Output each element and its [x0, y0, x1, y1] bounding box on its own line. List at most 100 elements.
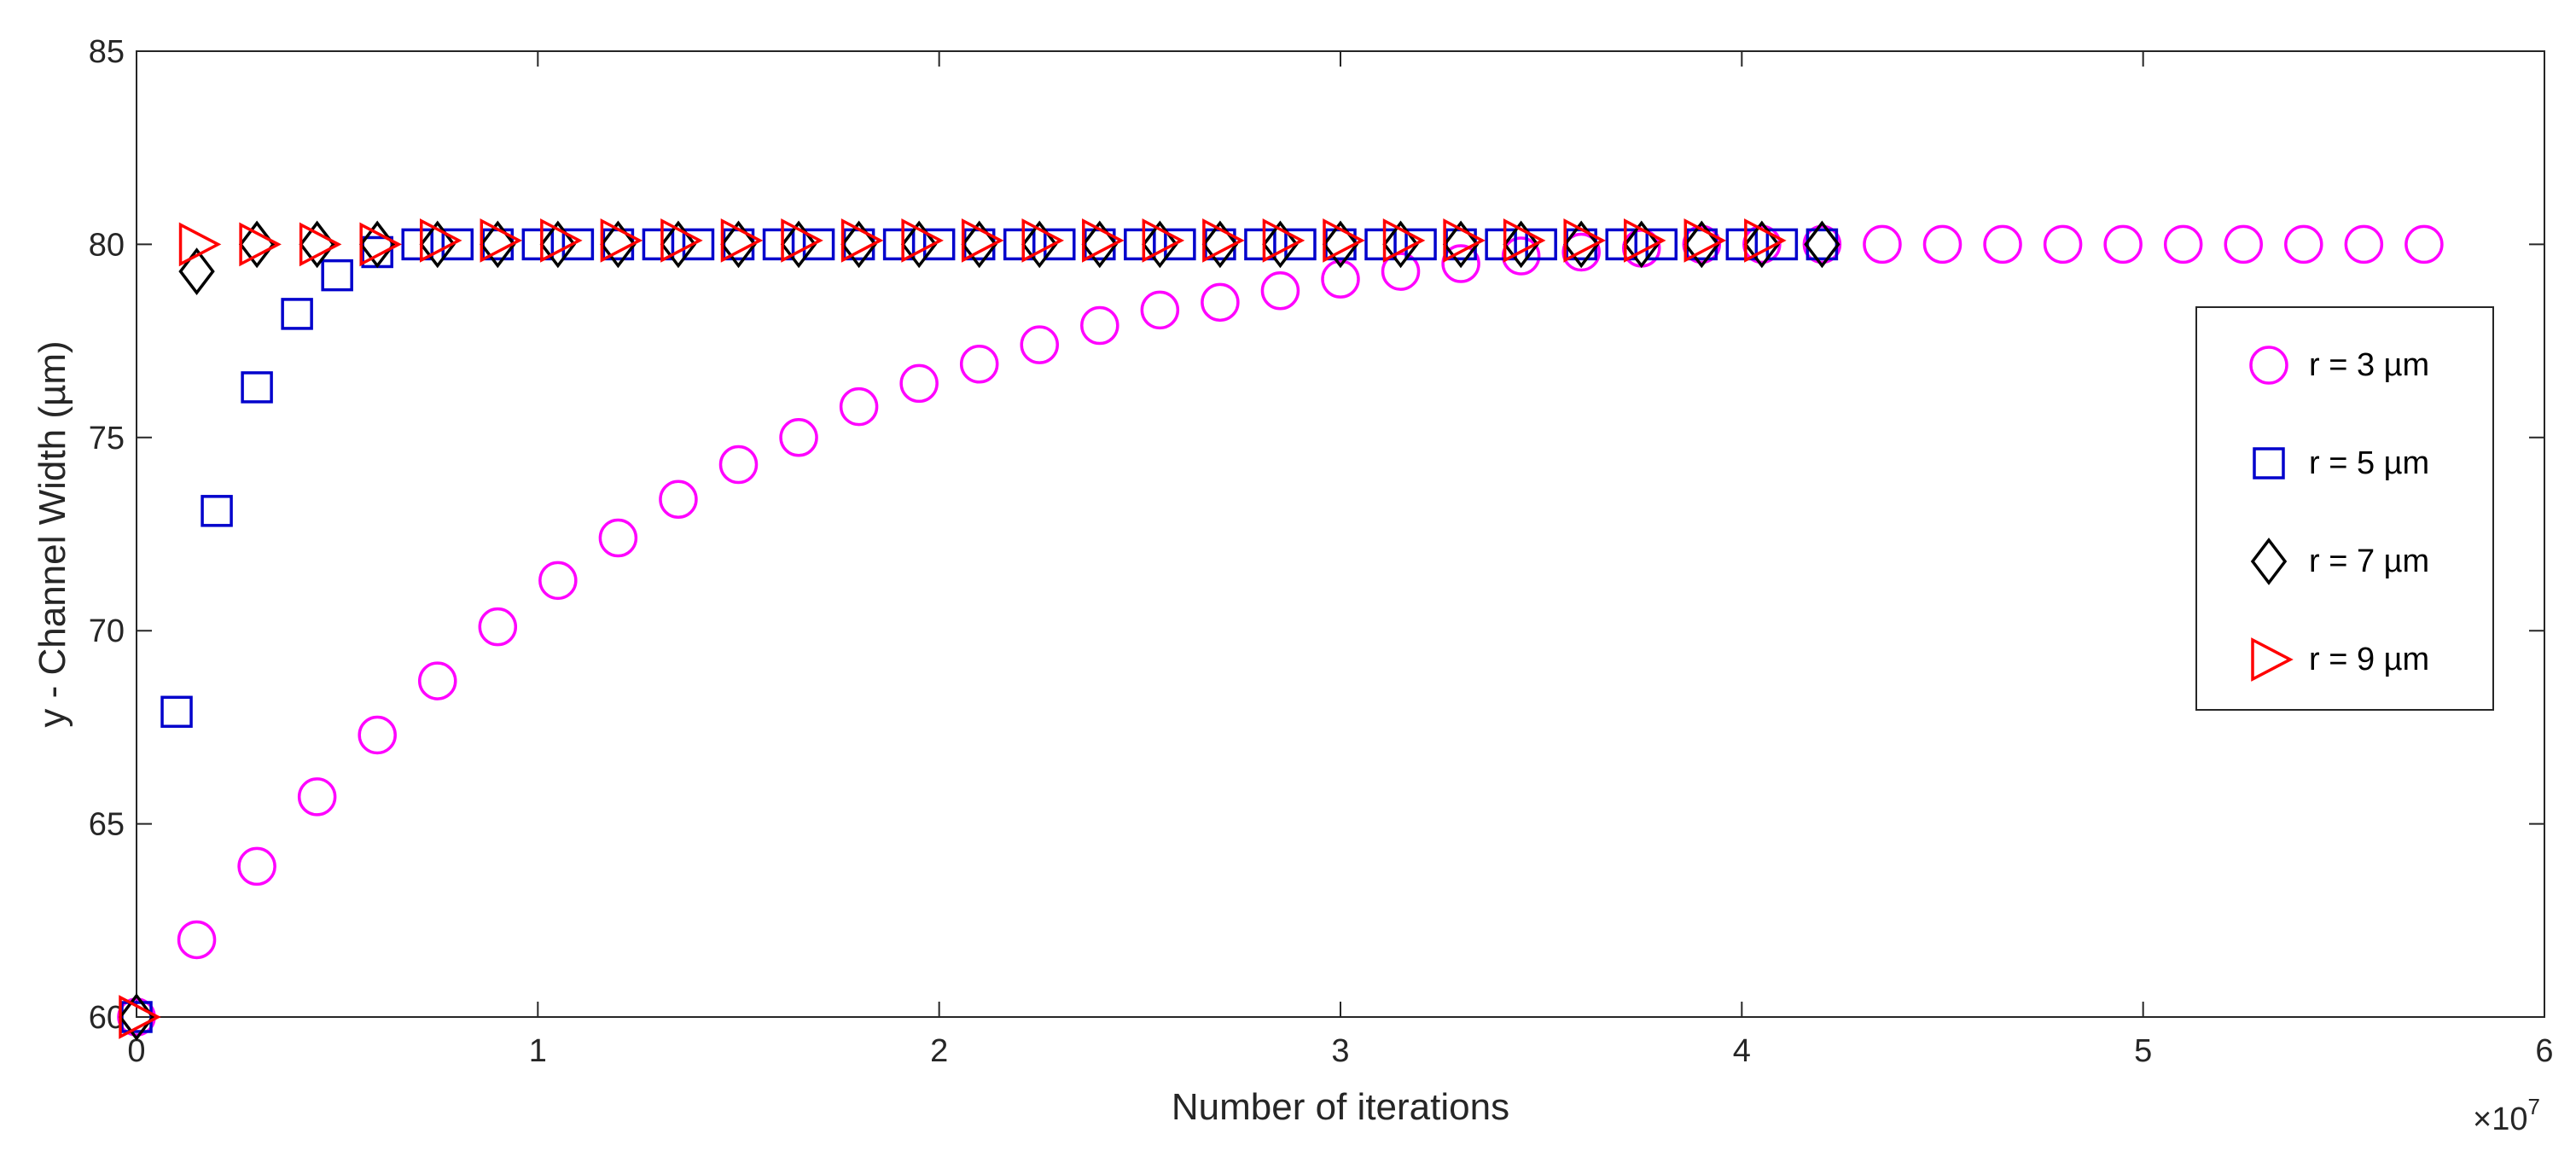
- data-point-square: [1284, 228, 1317, 261]
- data-point-diamond: [1081, 220, 1118, 269]
- legend: r = 3 µm r = 5 µm r = 7 µm r = 9 µm: [2195, 306, 2494, 711]
- x-multiplier-label: ×107: [2473, 1094, 2540, 1137]
- data-point-square: [561, 228, 595, 261]
- data-point-square: [682, 228, 715, 261]
- data-point-diamond: [1382, 220, 1419, 269]
- x-tick-label: 2: [930, 1033, 948, 1069]
- data-point-triangle-right: [1323, 218, 1365, 263]
- data-point-circle: [659, 479, 698, 519]
- data-point-triangle-right: [1082, 218, 1125, 263]
- data-point-square: [1765, 228, 1799, 261]
- data-point-diamond: [1743, 220, 1781, 269]
- data-point-circle: [1020, 325, 1059, 364]
- data-point-triangle-right: [239, 222, 282, 267]
- legend-label-r9: r = 9 µm: [2309, 642, 2429, 677]
- data-point-diamond: [1503, 220, 1539, 269]
- axis-ticks: [136, 50, 2545, 1018]
- data-point-diamond: [539, 220, 577, 269]
- legend-label-r3: r = 3 µm: [2309, 347, 2429, 383]
- x-tick-label: 4: [1733, 1033, 1751, 1069]
- data-point-square: [1003, 228, 1036, 261]
- data-point-triangle-right: [540, 218, 583, 263]
- data-point-triangle-right: [1624, 218, 1666, 263]
- data-point-triangle-right: [178, 222, 222, 267]
- data-point-square: [1725, 228, 1759, 261]
- data-point-triangle-right: [1744, 218, 1787, 263]
- data-point-diamond: [1683, 220, 1720, 269]
- x-tick-label: 5: [2134, 1033, 2152, 1069]
- data-point-triangle-right: [660, 218, 703, 263]
- data-point-square: [160, 695, 193, 729]
- data-point-diamond: [1804, 220, 1840, 269]
- data-point-circle: [1983, 224, 2022, 264]
- data-point-triangle-right: [299, 222, 342, 267]
- data-point-triangle-right: [420, 218, 462, 263]
- data-point-triangle-right: [1262, 218, 1305, 263]
- data-point-triangle-right: [1142, 218, 1185, 263]
- data-point-triangle-right: [600, 218, 643, 263]
- x-tick-label: 6: [2535, 1033, 2553, 1069]
- legend-label-r5: r = 5 µm: [2309, 445, 2429, 481]
- data-point-triangle-right: [1503, 218, 1546, 263]
- data-point-diamond: [780, 220, 817, 269]
- data-point-square: [1164, 228, 1196, 261]
- data-point-square: [1244, 228, 1276, 261]
- data-point-triangle-right: [1443, 218, 1486, 263]
- data-point-square: [441, 228, 474, 261]
- y-tick-label: 75: [89, 421, 125, 456]
- data-point-circle: [839, 386, 879, 427]
- data-point-circle: [1561, 232, 1601, 272]
- legend-marker-square: [2253, 447, 2285, 479]
- data-point-triangle-right: [720, 218, 764, 263]
- data-point-circle: [2103, 224, 2143, 264]
- data-point-triangle-right: [1382, 218, 1426, 263]
- data-point-circle: [1321, 259, 1360, 299]
- x-tick-label: 3: [1331, 1033, 1349, 1069]
- data-point-circle: [1260, 270, 1300, 311]
- y-tick-label: 80: [89, 227, 125, 263]
- data-point-diamond: [1262, 220, 1299, 269]
- data-point-square: [281, 298, 313, 330]
- data-point-circle: [177, 920, 217, 960]
- data-point-diamond: [1563, 220, 1600, 269]
- data-point-circle: [1080, 305, 1119, 346]
- data-point-circle: [237, 846, 276, 886]
- data-point-triangle-right: [1563, 218, 1606, 263]
- legend-box: [2195, 306, 2494, 711]
- data-point-diamond: [720, 220, 757, 269]
- data-point-square: [321, 259, 353, 292]
- x-multiplier-exponent: 7: [2527, 1094, 2539, 1119]
- data-point-square: [1645, 228, 1678, 261]
- data-point-square: [1364, 228, 1397, 261]
- legend-marker-diamond: [2250, 538, 2288, 585]
- data-point-circle: [959, 345, 999, 384]
- data-point-circle: [718, 445, 759, 485]
- data-point-square: [241, 371, 273, 404]
- data-point-triangle-right: [1021, 218, 1065, 263]
- y-tick-label: 65: [89, 807, 125, 843]
- data-point-triangle-right: [901, 218, 944, 263]
- data-point-circle: [1863, 224, 1902, 264]
- y-tick-label: 70: [89, 613, 125, 649]
- data-point-square: [1525, 228, 1557, 261]
- data-point-triangle-right: [1683, 218, 1727, 263]
- data-point-diamond: [840, 220, 877, 269]
- y-axis-label: y - Channel Width (µm): [32, 340, 73, 727]
- x-tick-label: 1: [529, 1033, 547, 1069]
- x-axis-label: Number of iterations: [1172, 1086, 1509, 1128]
- data-point-triangle-right: [359, 222, 402, 267]
- legend-markers: [2249, 346, 2294, 682]
- data-point-circle: [2163, 224, 2203, 264]
- data-point-square: [642, 228, 675, 261]
- data-point-circle: [2043, 224, 2083, 264]
- data-point-square: [802, 228, 835, 261]
- data-point-circle: [358, 715, 397, 755]
- data-point-square: [1044, 228, 1076, 261]
- legend-marker-circle: [2249, 346, 2288, 385]
- data-point-circle: [899, 363, 939, 404]
- data-point-triangle-right: [119, 995, 161, 1039]
- data-point-square: [1485, 228, 1517, 261]
- data-point-circle: [2284, 224, 2323, 264]
- data-point-diamond: [480, 220, 516, 269]
